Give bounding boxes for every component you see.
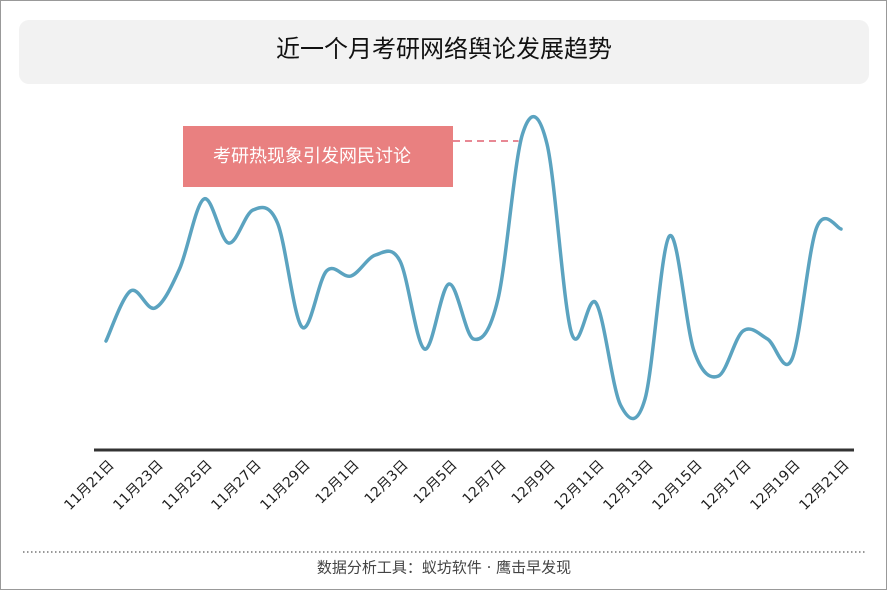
- title-box: [19, 20, 869, 84]
- x-tick-label: 12月21日: [796, 457, 852, 513]
- x-tick-label: 11月29日: [257, 457, 313, 513]
- annotation-box: [183, 126, 453, 187]
- x-tick-label: 11月21日: [61, 457, 117, 513]
- x-tick-label: 11月25日: [159, 457, 215, 513]
- line: [104, 114, 843, 421]
- x-tick-label: 12月13日: [600, 457, 656, 513]
- x-tick-label: 12月7日: [460, 457, 510, 507]
- x-tick-label: 11月27日: [208, 457, 264, 513]
- x-tick-label: 12月9日: [509, 457, 559, 507]
- x-tick-label: 12月19日: [747, 457, 803, 513]
- x-tick-label: 11月23日: [110, 457, 166, 513]
- x-tick-label: 12月11日: [551, 457, 607, 513]
- x-tick-label: 12月17日: [698, 457, 754, 513]
- x-tick-label: 12月15日: [649, 457, 705, 513]
- x-tick-label: 12月3日: [362, 457, 412, 507]
- x-tick-label: 12月5日: [411, 457, 461, 507]
- x-tick-label: 12月1日: [313, 457, 363, 507]
- annotation-text: 考研热现象引发网民讨论: [213, 146, 411, 167]
- footer: 数据分析工具：蚁坊软件 · 鹰击早发现: [317, 559, 571, 577]
- chart-title: 近一个月考研网络舆论发展趋势: [276, 35, 612, 63]
